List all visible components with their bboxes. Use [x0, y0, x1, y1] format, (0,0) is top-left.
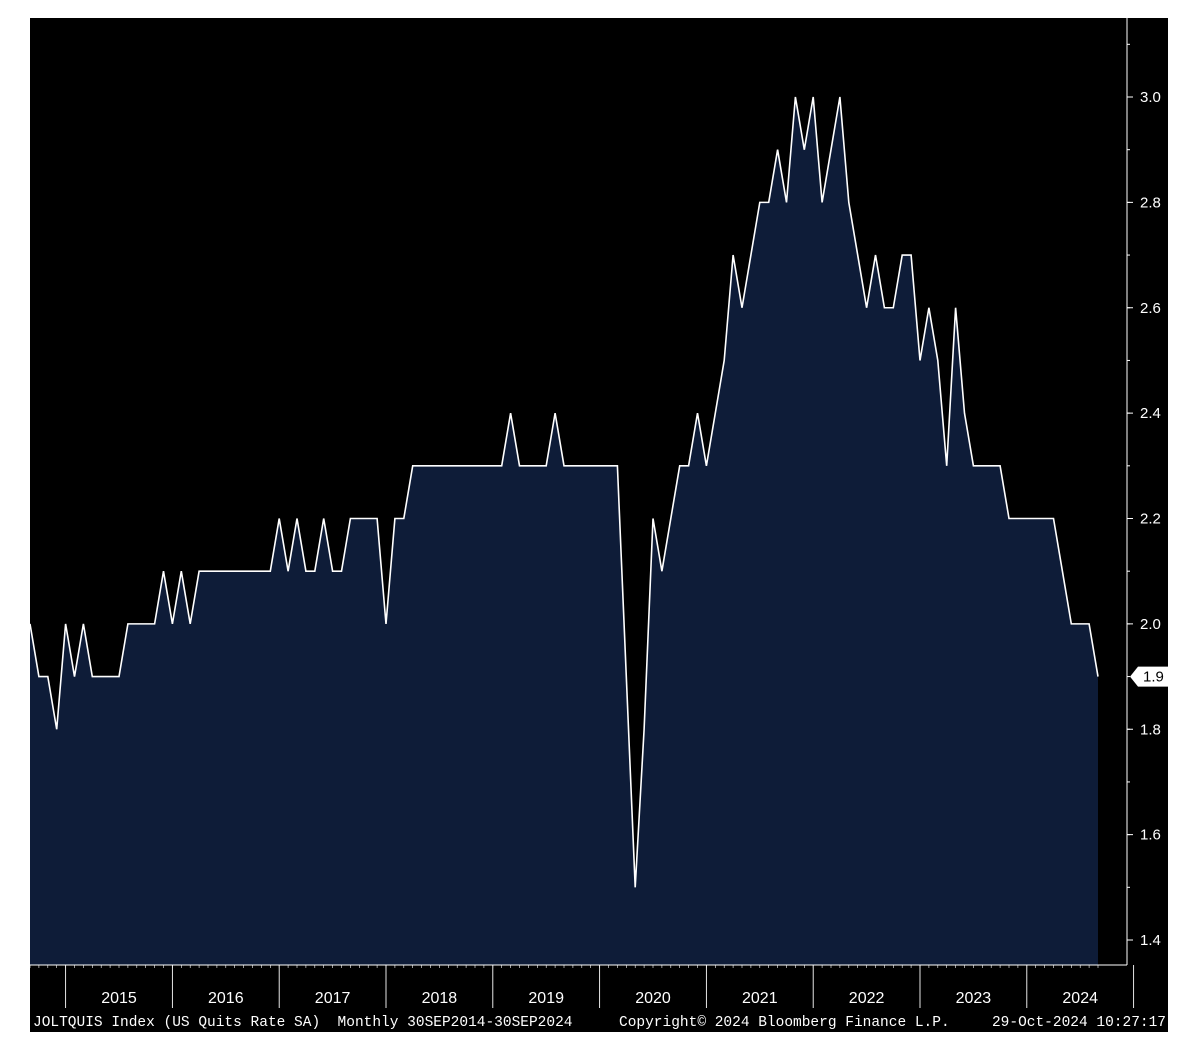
- y-tick-label: 1.8: [1140, 721, 1161, 738]
- footer-timestamp: 29-Oct-2024 10:27:17: [992, 1015, 1166, 1031]
- y-tick-label: 3.0: [1140, 89, 1161, 106]
- x-tick-label: 2017: [315, 990, 351, 1007]
- y-tick-label: 2.2: [1140, 511, 1161, 528]
- y-tick-label: 1.6: [1140, 827, 1161, 844]
- footer-series-description: JOLTQUIS Index (US Quits Rate SA) Monthl…: [33, 1015, 573, 1031]
- last-value-badge: [1130, 666, 1200, 687]
- y-axis: 1.4 1.6 1.8 2.0 2.2 2.4 2.6 2.8 3.0: [1127, 43, 1161, 949]
- y-tick-label: 2.0: [1140, 616, 1161, 633]
- x-tick-label: 2020: [635, 990, 671, 1007]
- quits-rate-area: [30, 97, 1098, 965]
- x-tick-label: 2018: [422, 990, 458, 1007]
- x-tick-label: 2024: [1062, 990, 1098, 1007]
- last-value-label: 1.9: [1143, 669, 1164, 686]
- x-tick-label: 2019: [528, 990, 564, 1007]
- x-tick-label: 2023: [956, 990, 992, 1007]
- last-value-marker: 1.9: [1130, 666, 1200, 687]
- x-tick-label: 2021: [742, 990, 778, 1007]
- y-tick-label: 2.4: [1140, 405, 1161, 422]
- y-tick-label: 2.6: [1140, 300, 1161, 317]
- x-tick-label: 2022: [849, 990, 885, 1007]
- y-tick-label: 2.8: [1140, 194, 1161, 211]
- footer-copyright: Copyright© 2024 Bloomberg Finance L.P.: [619, 1015, 950, 1031]
- x-tick-label: 2015: [101, 990, 137, 1007]
- x-tick-label: 2016: [208, 990, 244, 1007]
- x-axis: 2015 2016 2017 2018 2019 2020 2021 2022 2023 2024: [29, 965, 1135, 1008]
- y-tick-label: 1.4: [1140, 932, 1161, 949]
- quits-rate-line: [29, 96, 1099, 888]
